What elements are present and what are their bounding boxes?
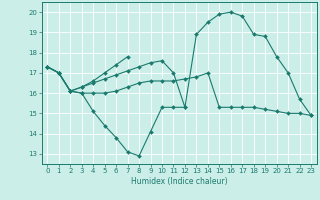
- X-axis label: Humidex (Indice chaleur): Humidex (Indice chaleur): [131, 177, 228, 186]
